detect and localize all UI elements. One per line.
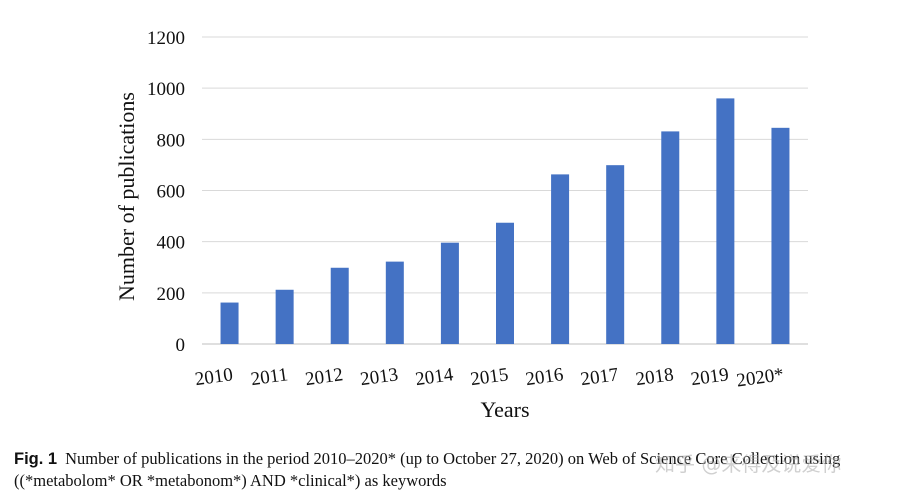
x-tick-label: 2020* bbox=[735, 364, 785, 391]
y-tick-label: 1000 bbox=[147, 79, 185, 100]
x-tick-label: 2012 bbox=[304, 364, 345, 390]
bar-2011 bbox=[275, 289, 294, 344]
x-tick-label: 2015 bbox=[469, 364, 510, 390]
x-axis-title: Years bbox=[480, 397, 529, 422]
bar-2013 bbox=[385, 261, 404, 344]
figure-caption: Fig. 1 Number of publications in the peri… bbox=[14, 448, 914, 492]
bar-2019 bbox=[716, 98, 735, 345]
y-tick-label: 400 bbox=[157, 233, 186, 254]
x-tick-label: 2019 bbox=[690, 364, 731, 390]
y-tick-label: 1200 bbox=[147, 28, 185, 49]
bar-2010 bbox=[220, 302, 239, 344]
y-tick-label: 0 bbox=[176, 335, 186, 356]
y-tick-label: 200 bbox=[157, 284, 186, 305]
y-tick-labels: 0 200 400 600 800 1000 1200 bbox=[147, 28, 185, 356]
x-tick-label: 2016 bbox=[524, 364, 565, 390]
watermark: 知乎 @来得及说爱你 bbox=[655, 452, 842, 476]
x-tick-label: 2013 bbox=[359, 364, 400, 390]
caption-text: Number of publications in the period 201… bbox=[14, 449, 841, 490]
x-tick-label: 2017 bbox=[579, 364, 620, 390]
bars bbox=[220, 98, 790, 345]
bar-2015 bbox=[496, 222, 514, 344]
bar-2020star bbox=[771, 127, 790, 344]
figure-label: Fig. 1 bbox=[14, 450, 58, 468]
x-tick-labels: 2010 2011 2012 2013 2014 2015 2016 2017 2018 2019… bbox=[194, 364, 785, 391]
y-tick-label: 600 bbox=[157, 182, 186, 203]
y-tick-label: 800 bbox=[157, 130, 186, 151]
x-tick-label: 2010 bbox=[194, 364, 235, 390]
bar-2017 bbox=[606, 165, 625, 344]
bar-2014 bbox=[440, 242, 459, 344]
x-tick-label: 2018 bbox=[634, 364, 675, 390]
bar-2018 bbox=[661, 131, 680, 344]
x-tick-label: 2014 bbox=[414, 364, 455, 390]
bar-2012 bbox=[330, 267, 349, 344]
bar-2016 bbox=[551, 174, 570, 344]
y-axis-title: Number of publications bbox=[114, 92, 139, 301]
x-tick-label: 2011 bbox=[249, 364, 289, 390]
